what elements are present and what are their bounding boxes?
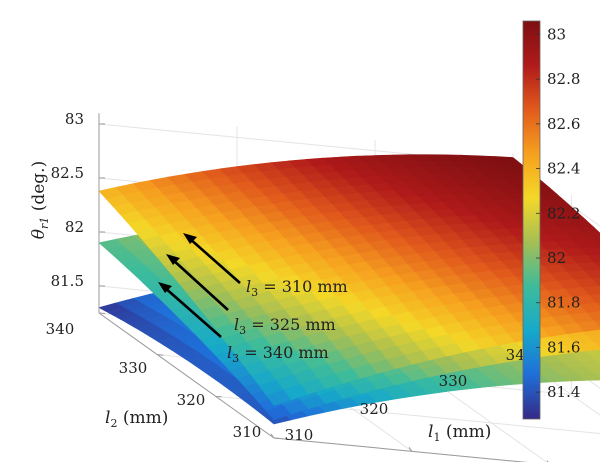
y-axis-title: l2 (mm) bbox=[105, 408, 168, 430]
surface-patch bbox=[597, 247, 600, 251]
annotation-arrow-340 bbox=[163, 286, 222, 338]
annotation-arrowhead-325 bbox=[166, 254, 180, 265]
annotation-sub: 3 bbox=[239, 324, 246, 337]
colorbar-ticks: 81.4 81.6 81.8 82 82.2 82.4 82.6 82.8 83 bbox=[536, 25, 580, 401]
annotation-arrowhead-340 bbox=[158, 282, 172, 293]
x-tick bbox=[270, 433, 275, 439]
x-axis-symbol: l bbox=[428, 422, 433, 442]
surface-patch bbox=[591, 277, 600, 287]
z-tick-label: 82 bbox=[65, 218, 84, 236]
colorbar-tick-label: 83 bbox=[547, 25, 566, 43]
annotation-sub: 3 bbox=[251, 286, 258, 299]
y-tick bbox=[215, 395, 222, 398]
x-axis-sub: 1 bbox=[433, 431, 440, 444]
y-axis-symbol: l bbox=[105, 408, 110, 428]
z-axis-title: θr1 (deg.) bbox=[29, 161, 51, 239]
surface-patch bbox=[593, 320, 600, 328]
x-axis-line bbox=[273, 437, 528, 462]
y-tick-label: 320 bbox=[177, 391, 206, 409]
colorbar bbox=[522, 20, 541, 420]
colorbar-tick-label: 82 bbox=[547, 249, 566, 267]
colorbar-tick-label: 82.2 bbox=[547, 204, 580, 222]
annotation-arrowhead-310 bbox=[183, 233, 197, 244]
surface-patch bbox=[589, 240, 600, 248]
y-tick-labels: 340 330 320 310 bbox=[46, 320, 262, 441]
x-tick-label: 330 bbox=[439, 372, 468, 390]
y-tick bbox=[157, 354, 164, 356]
annotation-sub: 3 bbox=[232, 352, 239, 365]
y-tick-label: 310 bbox=[233, 423, 262, 441]
annotation-label-340: l3 = 340 mm bbox=[227, 343, 329, 365]
surface-patch bbox=[593, 341, 600, 348]
y-tick bbox=[273, 437, 281, 439]
annotation-label-325: l3 = 325 mm bbox=[234, 315, 336, 337]
colorbar-tick-label: 81.4 bbox=[547, 383, 580, 401]
x-tick bbox=[408, 447, 413, 452]
axes bbox=[98, 113, 549, 462]
annotation-text: = 310 mm bbox=[258, 277, 348, 296]
annotation-text: = 340 mm bbox=[239, 343, 329, 362]
y-tick bbox=[98, 312, 106, 314]
y-axis-sub: 2 bbox=[110, 417, 117, 430]
y-tick-label: 340 bbox=[46, 320, 75, 338]
surface-patch bbox=[589, 294, 600, 304]
surface-patch bbox=[584, 269, 600, 279]
colorbar-tick-label: 81.8 bbox=[547, 294, 580, 312]
colorbar-tick-label: 82.6 bbox=[547, 115, 580, 133]
annotation-arrow-310 bbox=[188, 237, 241, 284]
colorbar-tick-label: 82.4 bbox=[547, 160, 580, 178]
y-axis-unit: (mm) bbox=[123, 408, 169, 428]
colorbar-tick-label: 81.6 bbox=[547, 338, 580, 356]
surface-patch bbox=[586, 311, 600, 322]
x-axis-title: l1 (mm) bbox=[428, 422, 491, 444]
annotation-label-310: l3 = 310 mm bbox=[246, 277, 348, 299]
annotation-text: = 325 mm bbox=[246, 315, 336, 334]
surface-patch bbox=[582, 233, 600, 241]
annotation-symbol: l bbox=[234, 315, 239, 334]
z-tick-labels: 83 82.5 82 81.5 bbox=[51, 110, 84, 290]
z-tick-label: 83 bbox=[65, 110, 84, 128]
surface-patch bbox=[594, 262, 600, 268]
x-tick bbox=[546, 460, 549, 462]
z-tick-label: 81.5 bbox=[51, 272, 84, 290]
y-tick-label: 330 bbox=[119, 359, 148, 377]
colorbar-tick-label: 82.8 bbox=[547, 70, 580, 88]
z-axis-sub: r1 bbox=[38, 217, 51, 229]
x-tick-label: 320 bbox=[360, 400, 389, 418]
z-tick-label: 82.5 bbox=[51, 164, 84, 182]
z-axis-symbol: θ bbox=[29, 229, 49, 239]
surface-patch bbox=[586, 367, 600, 375]
annotation-symbol: l bbox=[227, 343, 232, 362]
surface-patch bbox=[587, 254, 600, 263]
annotations: l3 = 310 mm l3 = 325 mm l3 = 340 mm bbox=[158, 233, 348, 365]
x-tick-label: 310 bbox=[285, 426, 314, 444]
y-axis-line bbox=[98, 312, 275, 439]
surface-patch bbox=[593, 373, 600, 379]
surface-patch bbox=[588, 354, 600, 362]
z-axis-unit: (deg.) bbox=[29, 161, 49, 212]
x-axis-unit: (mm) bbox=[446, 422, 492, 442]
annotation-arrow-325 bbox=[171, 258, 229, 311]
annotation-symbol: l bbox=[246, 277, 251, 296]
surface-patch bbox=[586, 334, 600, 343]
